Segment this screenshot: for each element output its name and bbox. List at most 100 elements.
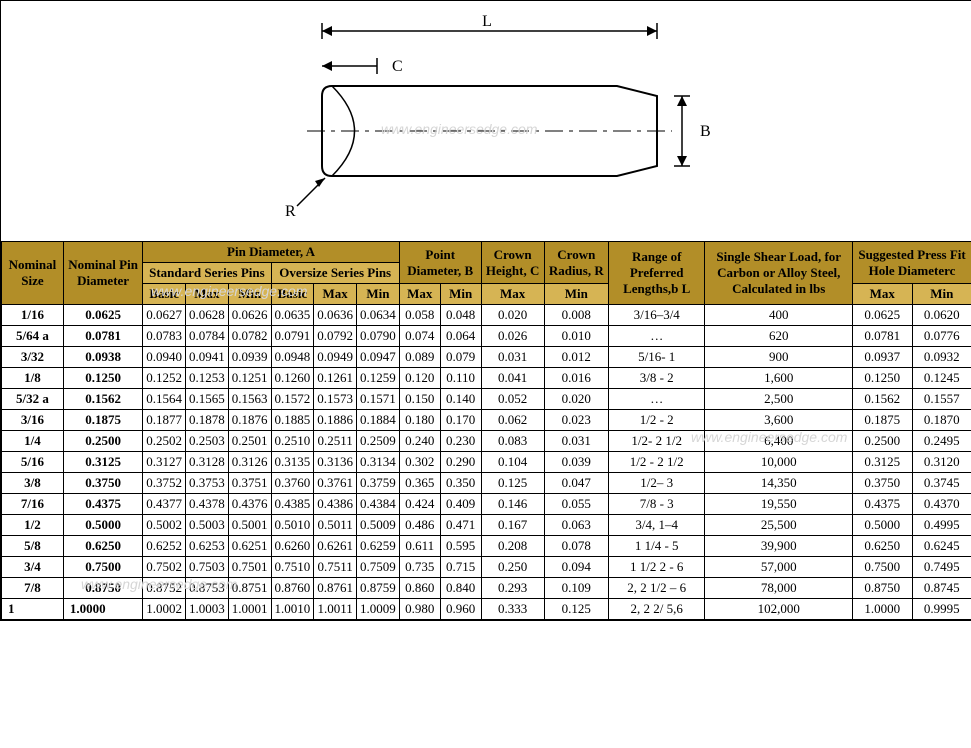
- hdr-cr-min: Min: [544, 284, 608, 305]
- cell: 0.020: [544, 389, 608, 410]
- cell: 0.290: [440, 452, 481, 473]
- cell: 0.031: [544, 431, 608, 452]
- cell: 0.3760: [271, 473, 314, 494]
- cell: …: [609, 326, 705, 347]
- cell: 0.0636: [314, 305, 357, 326]
- cell: 0.735: [399, 557, 440, 578]
- label-B: B: [700, 123, 711, 140]
- cell: 0.2500: [853, 431, 912, 452]
- cell: 1 1/4 - 5: [609, 536, 705, 557]
- cell: 0.170: [440, 410, 481, 431]
- table-row: 5/64 a0.07810.07830.07840.07820.07910.07…: [2, 326, 971, 347]
- cell: 0.7500: [63, 557, 142, 578]
- cell: 1/8: [2, 368, 64, 389]
- cell: 0.1565: [186, 389, 229, 410]
- pin-svg: L C R B: [237, 1, 737, 231]
- cell: 1/2: [2, 515, 64, 536]
- cell: 0.5011: [314, 515, 357, 536]
- cell: 1/2 - 2 1/2: [609, 452, 705, 473]
- table-row: 1/20.50000.50020.50030.50010.50100.50110…: [2, 515, 971, 536]
- cell: 0.1252: [143, 368, 186, 389]
- cell: 0.1245: [912, 368, 971, 389]
- cell: 0.0625: [853, 305, 912, 326]
- cell: 0.1562: [63, 389, 142, 410]
- cell: 0.860: [399, 578, 440, 599]
- cell: 0.1876: [228, 410, 271, 431]
- cell: 0.980: [399, 599, 440, 620]
- cell: 0.5009: [357, 515, 400, 536]
- cell: 5/64 a: [2, 326, 64, 347]
- cell: 0.0627: [143, 305, 186, 326]
- cell: 0.8759: [357, 578, 400, 599]
- cell: 0.012: [544, 347, 608, 368]
- cell: 400: [705, 305, 853, 326]
- cell: 0.1870: [912, 410, 971, 431]
- cell: 0.0948: [271, 347, 314, 368]
- cell: 0.8750: [63, 578, 142, 599]
- cell: 0.020: [481, 305, 544, 326]
- cell: 0.0634: [357, 305, 400, 326]
- cell: 0.0941: [186, 347, 229, 368]
- cell: 1.0009: [357, 599, 400, 620]
- label-R: R: [285, 203, 296, 220]
- hdr-ch-max: Max: [481, 284, 544, 305]
- cell: 0.1877: [143, 410, 186, 431]
- cell: 1.0003: [186, 599, 229, 620]
- cell: 0.1885: [271, 410, 314, 431]
- cell: 0.715: [440, 557, 481, 578]
- cell: 2, 2 2/ 5,6: [609, 599, 705, 620]
- cell: 3/16–3/4: [609, 305, 705, 326]
- cell: 10,000: [705, 452, 853, 473]
- cell: 0.0937: [853, 347, 912, 368]
- cell: 0.052: [481, 389, 544, 410]
- cell: 0.8761: [314, 578, 357, 599]
- cell: 5/16- 1: [609, 347, 705, 368]
- cell: 39,900: [705, 536, 853, 557]
- cell: 0.1875: [63, 410, 142, 431]
- cell: 7/8: [2, 578, 64, 599]
- hdr-point-diameter-B: Point Diameter, B: [399, 242, 481, 284]
- cell: 0.1878: [186, 410, 229, 431]
- label-L: L: [482, 13, 492, 30]
- cell: 0.0620: [912, 305, 971, 326]
- cell: 1/2 - 2: [609, 410, 705, 431]
- cell: 0.5000: [853, 515, 912, 536]
- cell: 102,000: [705, 599, 853, 620]
- cell: 0.0782: [228, 326, 271, 347]
- cell: 0.1563: [228, 389, 271, 410]
- cell: 0.486: [399, 515, 440, 536]
- cell: 0.7509: [357, 557, 400, 578]
- cell: 0.0940: [143, 347, 186, 368]
- cell: 0.048: [440, 305, 481, 326]
- cell: 7/16: [2, 494, 64, 515]
- hdr-standard-series: Standard Series Pins: [143, 263, 271, 284]
- cell: 0.4377: [143, 494, 186, 515]
- cell: 2,500: [705, 389, 853, 410]
- cell: 0.6259: [357, 536, 400, 557]
- cell: 0.365: [399, 473, 440, 494]
- pin-diagram: L C R B www.engineers: [1, 1, 971, 241]
- cell: 0.611: [399, 536, 440, 557]
- cell: 0.064: [440, 326, 481, 347]
- cell: 0.0938: [63, 347, 142, 368]
- cell: 3/4: [2, 557, 64, 578]
- pin-spec-table: Nominal Size Nominal Pin Diameter Pin Di…: [1, 241, 971, 620]
- cell: 0.3125: [63, 452, 142, 473]
- cell: 0.3750: [63, 473, 142, 494]
- cell: 0.8753: [186, 578, 229, 599]
- cell: 0.5003: [186, 515, 229, 536]
- cell: 0.008: [544, 305, 608, 326]
- cell: 0.6250: [853, 536, 912, 557]
- cell: 0.1260: [271, 368, 314, 389]
- cell: 0.125: [481, 473, 544, 494]
- table-row: 3/320.09380.09400.09410.09390.09480.0949…: [2, 347, 971, 368]
- cell: 0.3125: [853, 452, 912, 473]
- cell: 7/8 - 3: [609, 494, 705, 515]
- cell: 1: [2, 599, 64, 620]
- cell: 0.1261: [314, 368, 357, 389]
- cell: 0.0628: [186, 305, 229, 326]
- cell: 0.302: [399, 452, 440, 473]
- cell: 0.4375: [853, 494, 912, 515]
- cell: …: [609, 389, 705, 410]
- cell: 0.5000: [63, 515, 142, 536]
